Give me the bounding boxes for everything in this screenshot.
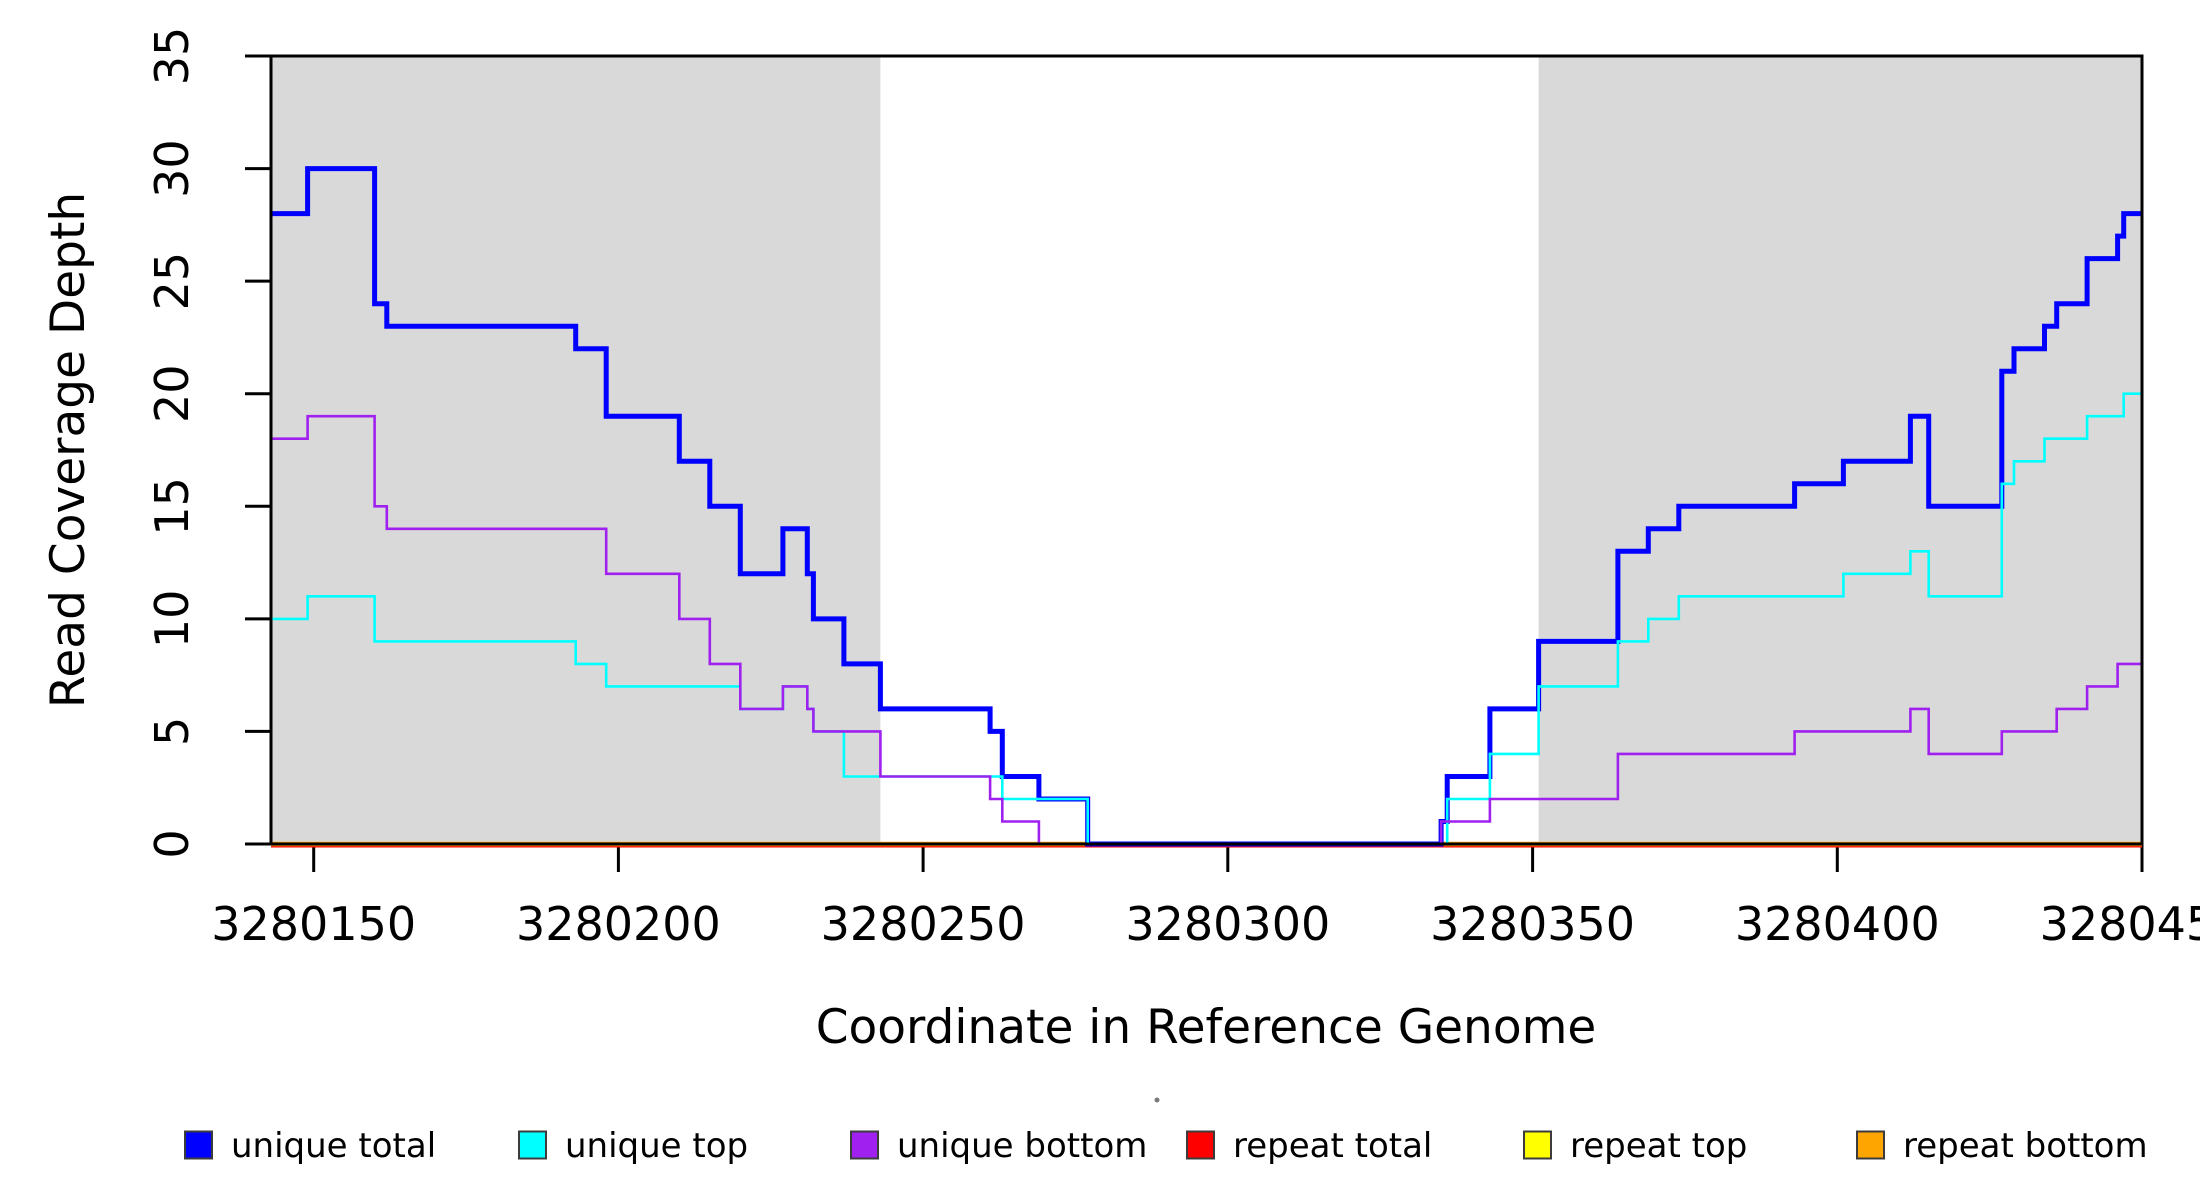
shaded-region-right — [1538, 56, 2142, 844]
stray-mark-dot — [1154, 1097, 1160, 1103]
y-tick-label: 25 — [145, 252, 199, 311]
y-axis-ticks — [245, 54, 271, 846]
series-unique-bottom-line — [271, 414, 2142, 846]
repeat-top-swatch-icon — [1523, 1130, 1552, 1160]
unique-total-swatch-icon — [184, 1130, 213, 1160]
x-tick-label: 3280300 — [1125, 897, 1330, 951]
unique-bottom-swatch-icon — [850, 1130, 879, 1160]
legend-item-unique-total: unique total — [184, 1126, 436, 1166]
legend-item-label: unique bottom — [897, 1126, 1147, 1166]
series-unique-top-line — [271, 392, 2142, 846]
x-axis-ticks — [312, 844, 2144, 872]
x-axis-tick-labels: 3280150 3280200 3280250 3280300 3280350 … — [211, 897, 2200, 951]
y-tick-label: 35 — [145, 27, 199, 86]
repeat-total-swatch-icon — [1186, 1130, 1215, 1160]
y-axis-tick-labels: 0 5 10 15 20 25 30 35 — [145, 27, 199, 859]
legend-item-repeat-top: repeat top — [1523, 1126, 1747, 1166]
y-tick-label: 30 — [145, 139, 199, 198]
legend-item-label: repeat bottom — [1903, 1126, 2148, 1166]
legend-item-label: unique total — [231, 1126, 436, 1166]
repeat-bottom-swatch-icon — [1856, 1130, 1885, 1160]
y-tick-label: 15 — [145, 477, 199, 536]
y-tick-label: 20 — [145, 364, 199, 423]
shaded-region-left — [271, 56, 881, 844]
legend-item-label: repeat total — [1233, 1126, 1432, 1166]
x-tick-label: 3280200 — [516, 897, 721, 951]
legend-item-label: unique top — [565, 1126, 748, 1166]
legend-item-repeat-total: repeat total — [1186, 1126, 1432, 1166]
x-tick-label: 3280450 — [2040, 897, 2200, 951]
x-tick-label: 3280150 — [211, 897, 416, 951]
legend-item-unique-bottom: unique bottom — [850, 1126, 1147, 1166]
y-tick-label: 10 — [145, 590, 199, 649]
y-tick-label: 0 — [145, 829, 199, 858]
x-tick-label: 3280250 — [821, 897, 1026, 951]
plot-box — [269, 54, 2144, 846]
unique-top-swatch-icon — [518, 1130, 547, 1160]
legend: unique total unique top unique bottom re… — [184, 1097, 2148, 1166]
y-tick-label: 5 — [145, 717, 199, 746]
x-axis-title: Coordinate in Reference Genome — [816, 1000, 1597, 1055]
legend-item-unique-top: unique top — [518, 1126, 748, 1166]
x-tick-label: 3280400 — [1735, 897, 1940, 951]
legend-item-repeat-bottom: repeat bottom — [1856, 1126, 2148, 1166]
legend-item-label: repeat top — [1570, 1126, 1747, 1166]
y-axis-title: Read Coverage Depth — [41, 192, 96, 708]
x-tick-label: 3280350 — [1430, 897, 1635, 951]
